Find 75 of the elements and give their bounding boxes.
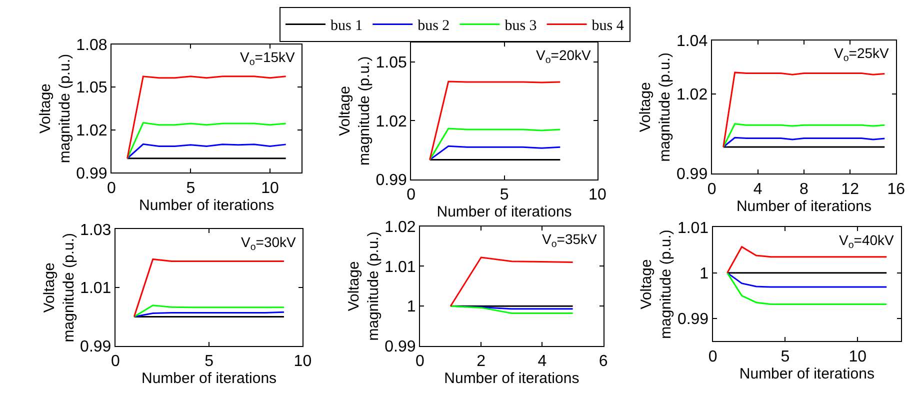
x-axis-title: Number of iterations bbox=[142, 370, 277, 388]
line-series bbox=[726, 272, 888, 288]
x-tick-label: 12 bbox=[841, 180, 860, 198]
annotation: V$_{o}$=20kV bbox=[536, 47, 592, 66]
line-series bbox=[429, 128, 561, 161]
y-tick-label: 0.99 bbox=[80, 338, 112, 356]
line-series bbox=[450, 256, 574, 307]
x-axis-title: Number of iterations bbox=[444, 370, 580, 388]
x-tick-label: 5 bbox=[186, 180, 196, 197]
line-series bbox=[126, 122, 287, 160]
y-tick-label: 0.99 bbox=[376, 172, 408, 189]
legend-label: bus 3 bbox=[504, 18, 537, 34]
y-axis-title: Voltage magnitude (p.u.) bbox=[336, 56, 374, 166]
x-tick-label: 5 bbox=[204, 353, 214, 370]
x-axis-title: Number of iterations bbox=[139, 196, 274, 214]
annotation: V$_{o}$=30kV bbox=[241, 234, 297, 253]
y-tick-label: 1.02 bbox=[76, 122, 108, 140]
y-axis-title: Voltage magnitude (p.u.) bbox=[345, 232, 382, 341]
y-axis-title: Voltage magnitude (p.u.) bbox=[40, 232, 78, 342]
x-axis-title: Number of iterations bbox=[436, 204, 572, 221]
y-tick-label: 1.02 bbox=[384, 218, 416, 236]
y-axis-title: Voltage magnitude (p.u.) bbox=[638, 230, 675, 339]
x-tick-label: 10 bbox=[588, 186, 606, 204]
y-tick-label: 0.99 bbox=[76, 165, 108, 182]
x-tick-label: 0 bbox=[416, 353, 425, 370]
x-tick-label: 4 bbox=[538, 353, 547, 370]
x-tick-label: 0 bbox=[107, 180, 116, 197]
x-axis-title: Number of iterations bbox=[736, 198, 872, 215]
y-tick-label: 1.02 bbox=[376, 113, 408, 130]
x-tick-label: 5 bbox=[780, 348, 790, 366]
annotation: V$_{o}$=25kV bbox=[834, 45, 890, 64]
line-series bbox=[722, 72, 886, 148]
y-tick-label: 1.01 bbox=[80, 280, 112, 298]
y-tick-label: 1 bbox=[700, 265, 709, 282]
y-tick-label: 0.99 bbox=[676, 166, 708, 184]
x-axis-title: Number of iterations bbox=[739, 365, 874, 382]
x-tick-label: 0 bbox=[707, 180, 716, 198]
y-axis-title: Voltage magnitude (p.u.) bbox=[36, 54, 74, 164]
line-series bbox=[722, 136, 886, 148]
annotation: V$_{o}$=35kV bbox=[542, 231, 598, 250]
line-series bbox=[133, 304, 285, 318]
y-tick-label: 0.99 bbox=[384, 338, 416, 356]
x-tick-label: 10 bbox=[294, 353, 312, 370]
y-tick-label: 1 bbox=[406, 298, 416, 316]
legend-label: bus 1 bbox=[330, 18, 363, 34]
line-series bbox=[726, 272, 888, 306]
y-tick-label: 1.05 bbox=[76, 80, 108, 97]
y-tick-label: 1.03 bbox=[80, 222, 112, 239]
line-series bbox=[429, 80, 561, 161]
y-tick-label: 0.99 bbox=[677, 311, 709, 328]
line-series bbox=[126, 143, 287, 160]
x-tick-label: 10 bbox=[848, 348, 867, 366]
y-tick-label: 1.08 bbox=[76, 36, 108, 54]
x-tick-label: 0 bbox=[708, 348, 718, 366]
y-tick-label: 1.01 bbox=[677, 220, 709, 237]
y-tick-label: 1.01 bbox=[384, 258, 416, 276]
x-tick-label: 16 bbox=[887, 180, 906, 198]
line-series bbox=[429, 145, 561, 161]
x-tick-label: 0 bbox=[110, 353, 120, 370]
x-tick-label: 4 bbox=[753, 180, 762, 198]
x-tick-label: 10 bbox=[261, 180, 279, 197]
x-tick-label: 6 bbox=[598, 353, 608, 370]
annotation: V$_{o}$=15kV bbox=[240, 49, 296, 68]
x-tick-label: 2 bbox=[476, 353, 486, 370]
y-tick-label: 1.05 bbox=[376, 54, 408, 72]
y-tick-label: 1.02 bbox=[676, 86, 708, 104]
line-series bbox=[722, 123, 886, 148]
x-tick-label: 8 bbox=[800, 180, 809, 198]
legend-label: bus 4 bbox=[592, 18, 624, 34]
y-tick-label: 1.04 bbox=[676, 33, 708, 50]
annotation: V$_{o}$=40kV bbox=[839, 232, 895, 251]
x-tick-label: 5 bbox=[500, 186, 509, 204]
legend-label: bus 2 bbox=[418, 18, 450, 34]
y-axis-title: Voltage magnitude (p.u.) bbox=[637, 52, 674, 162]
x-tick-label: 0 bbox=[406, 186, 416, 204]
